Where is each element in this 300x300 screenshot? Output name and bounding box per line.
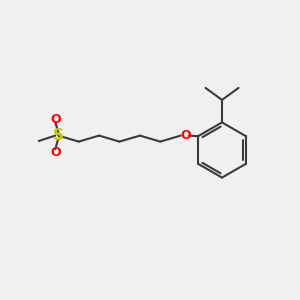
Text: S: S — [53, 128, 64, 143]
Text: O: O — [180, 129, 191, 142]
Text: O: O — [50, 112, 61, 126]
Text: O: O — [50, 146, 61, 159]
